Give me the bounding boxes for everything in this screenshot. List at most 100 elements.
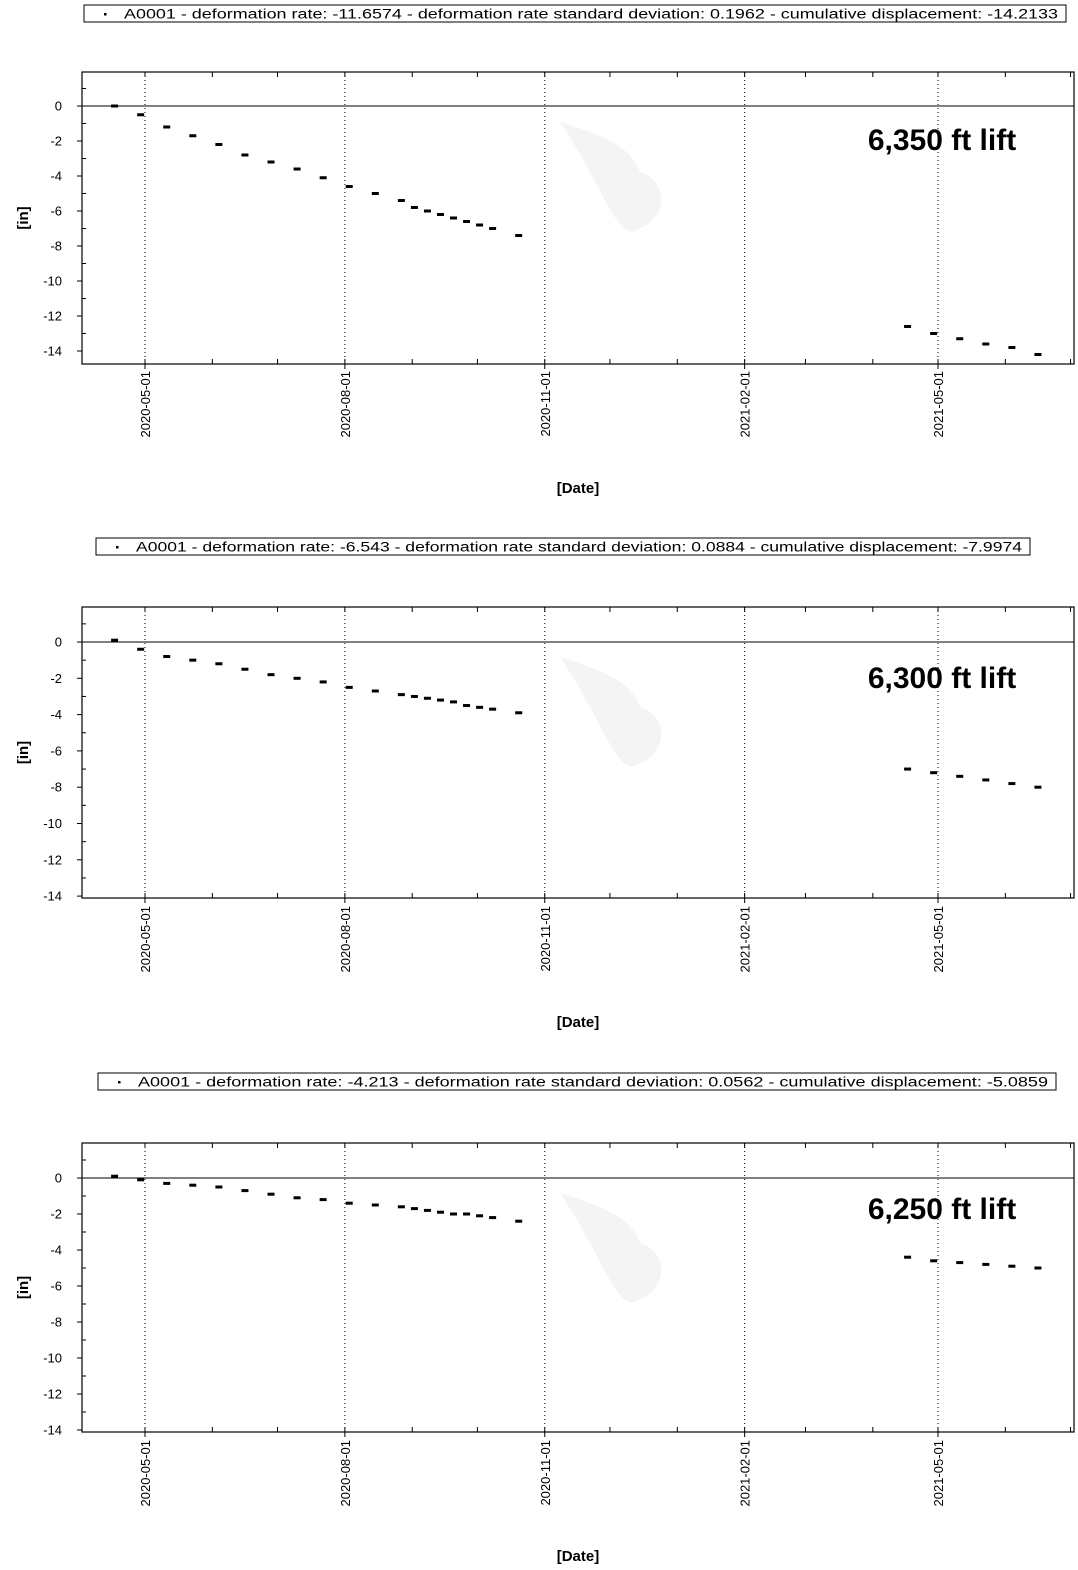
data-point <box>423 696 431 700</box>
x-tick-label: 2020-08-01 <box>338 1440 353 1507</box>
y-tick-label: -4 <box>50 1243 62 1258</box>
y-tick-label: -8 <box>50 780 62 795</box>
x-tick-label: 2020-11-01 <box>538 1440 553 1506</box>
data-point <box>410 206 418 209</box>
x-tick-label: 2021-02-01 <box>738 1440 753 1507</box>
y-tick-label: -6 <box>50 1279 62 1294</box>
data-point <box>450 1212 458 1216</box>
data-point <box>293 1196 301 1200</box>
data-point <box>904 1255 912 1259</box>
data-point <box>189 1183 197 1187</box>
data-point <box>930 332 938 335</box>
legend-text: A0001 - deformation rate: -6.543 - defor… <box>136 540 1023 555</box>
data-point <box>450 216 458 220</box>
y-axis-label: [in] <box>15 741 32 764</box>
data-point <box>436 213 444 216</box>
x-tick-label: 2020-05-01 <box>138 906 153 973</box>
data-point <box>1034 785 1042 789</box>
data-point <box>215 143 223 146</box>
data-point <box>956 1261 964 1265</box>
data-point <box>267 673 275 677</box>
data-point <box>515 234 523 237</box>
data-point <box>515 711 523 715</box>
data-point <box>463 1212 471 1216</box>
data-point <box>345 685 353 689</box>
data-point <box>345 185 353 188</box>
y-tick-label: -2 <box>50 671 62 686</box>
plot-frame <box>81 71 1075 365</box>
chart-panel-3: A0001 - deformation rate: -4.213 - defor… <box>15 1072 1075 1565</box>
data-point <box>293 167 301 171</box>
data-point <box>319 680 327 684</box>
data-point <box>489 227 497 230</box>
data-point <box>463 220 471 223</box>
y-tick-label: -14 <box>43 1423 62 1438</box>
y-tick-label: -10 <box>43 274 62 289</box>
data-point <box>137 113 145 117</box>
data-point <box>319 176 327 180</box>
legend-box <box>97 1072 1057 1091</box>
data-point <box>1008 782 1016 786</box>
data-point <box>956 774 964 778</box>
y-tick-label: -4 <box>50 707 62 722</box>
x-tick-label: 2021-05-01 <box>931 1440 946 1507</box>
y-tick-label: 0 <box>55 1171 62 1186</box>
data-point <box>476 1214 484 1218</box>
data-point <box>515 1219 523 1223</box>
data-point <box>436 1210 444 1214</box>
chart-panel-1: A0001 - deformation rate: -11.6574 - def… <box>15 4 1075 497</box>
data-point <box>371 1203 379 1207</box>
data-point <box>410 1207 418 1211</box>
data-point <box>956 337 964 341</box>
x-axis-label: [Date] <box>557 1014 600 1031</box>
x-tick-label: 2020-05-01 <box>138 1440 153 1507</box>
data-point <box>111 104 119 108</box>
x-tick-label: 2021-02-01 <box>738 906 753 973</box>
y-tick-label: 0 <box>55 635 62 650</box>
data-point <box>904 767 912 771</box>
data-point <box>476 705 484 709</box>
data-point <box>423 1208 431 1212</box>
y-tick-label: -8 <box>50 239 62 254</box>
x-tick-label: 2020-05-01 <box>138 371 153 438</box>
lift-annotation: 6,300 ft lift <box>868 662 1016 695</box>
x-tick-label: 2020-11-01 <box>538 371 553 437</box>
y-tick-label: -6 <box>50 743 62 758</box>
y-tick-label: -10 <box>43 1351 62 1366</box>
plot-frame <box>81 1142 1075 1433</box>
data-point <box>1008 346 1016 349</box>
y-tick-label: -12 <box>43 1387 62 1402</box>
data-point <box>489 707 497 711</box>
data-point <box>463 704 471 708</box>
x-tick-label: 2021-05-01 <box>931 906 946 973</box>
watermark-logo <box>560 1193 662 1303</box>
data-point <box>215 1185 223 1189</box>
data-point <box>1034 353 1042 356</box>
data-point <box>189 134 197 138</box>
data-point <box>397 1205 405 1209</box>
data-point <box>930 1259 938 1263</box>
data-point <box>982 778 990 782</box>
x-axis-label: [Date] <box>557 480 600 497</box>
data-point <box>371 689 379 693</box>
y-tick-label: -14 <box>43 889 62 904</box>
y-tick-label: -4 <box>50 169 62 184</box>
data-point <box>293 676 301 680</box>
data-point <box>436 698 444 702</box>
data-point <box>345 1201 353 1205</box>
legend-text: A0001 - deformation rate: -11.6574 - def… <box>124 7 1058 22</box>
chart-panel-2: A0001 - deformation rate: -6.543 - defor… <box>15 537 1075 1031</box>
data-point <box>241 667 249 671</box>
legend-box <box>83 4 1067 23</box>
data-point <box>450 700 458 704</box>
data-point <box>1008 1264 1016 1268</box>
y-tick-label: -2 <box>50 134 62 149</box>
x-axis-label: [Date] <box>557 1548 600 1565</box>
data-point <box>111 638 119 642</box>
legend-box <box>95 537 1031 556</box>
data-point <box>163 1181 171 1185</box>
data-point <box>215 662 223 666</box>
data-point <box>241 1189 249 1193</box>
data-point <box>111 1174 119 1178</box>
y-tick-label: -12 <box>43 852 62 867</box>
